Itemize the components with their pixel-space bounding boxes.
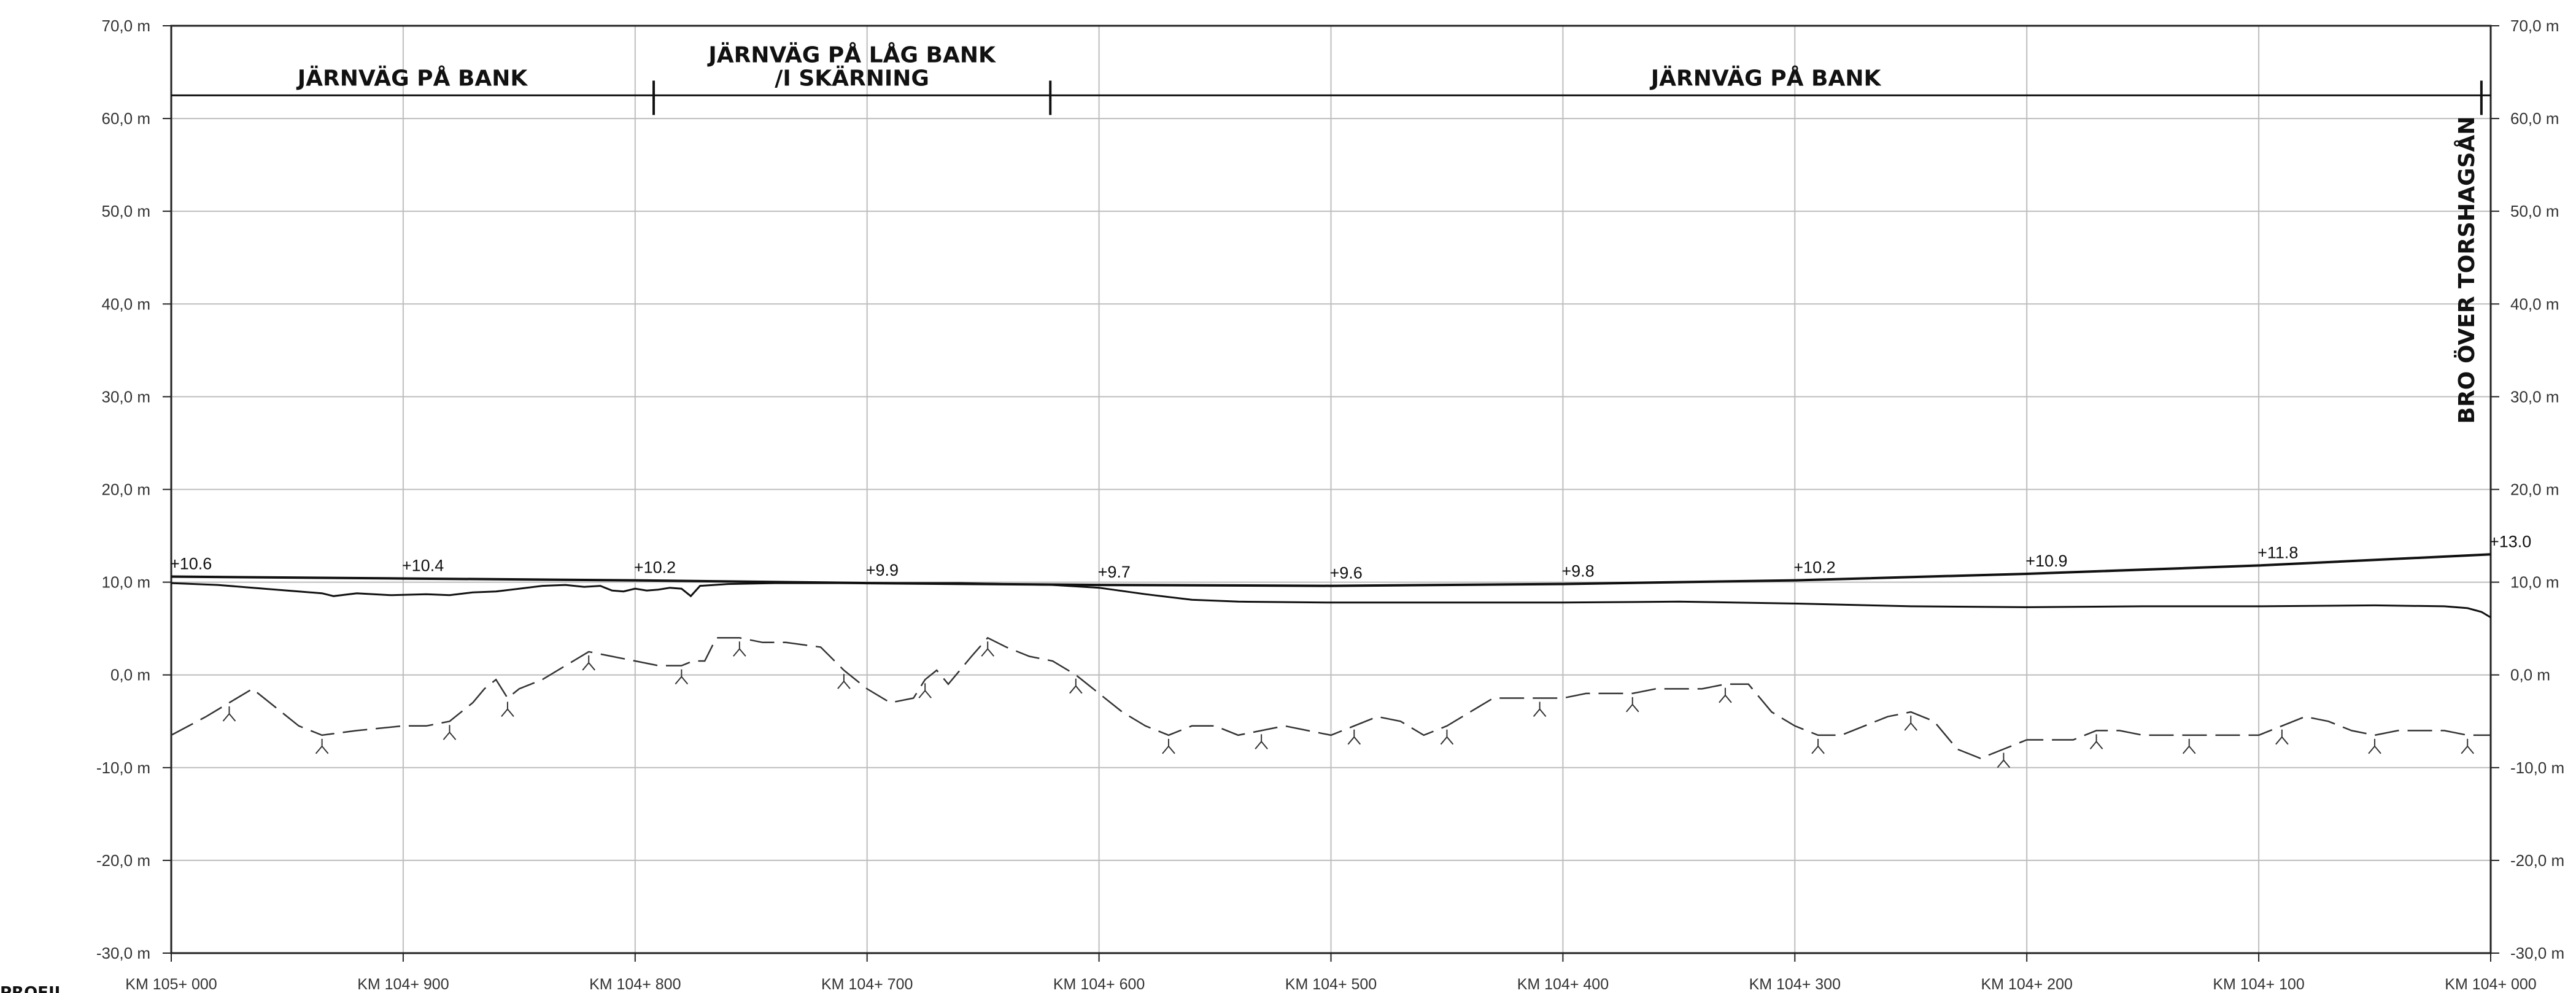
y-label-right: 50,0 m <box>2510 202 2559 220</box>
lower-layer-symbol <box>2461 738 2474 754</box>
y-label-left: 70,0 m <box>102 17 151 35</box>
lower-layer-symbol <box>222 706 236 722</box>
ground-surface-line <box>171 582 2491 619</box>
y-label-left: 30,0 m <box>102 387 151 406</box>
lower-layer <box>171 636 2491 768</box>
x-chainage-label: KM 104+ 000 <box>2445 976 2536 993</box>
track-level-label: +9.7 <box>1098 563 1131 581</box>
lower-layer-symbol <box>1347 729 1361 745</box>
track-level-label: +10.2 <box>634 558 676 577</box>
grid-lines <box>163 25 2499 962</box>
y-label-right: 30,0 m <box>2510 387 2559 406</box>
lower-layer-symbol <box>2182 738 2196 754</box>
x-chainage-label: KM 104+ 400 <box>1517 976 1609 993</box>
track-level-label: +9.8 <box>1561 562 1594 581</box>
lower-layer-symbol <box>443 725 457 740</box>
y-label-right: 0,0 m <box>2510 666 2550 684</box>
y-label-right: 40,0 m <box>2510 295 2559 313</box>
y-label-right: -10,0 m <box>2510 759 2564 777</box>
y-axis-labels-left: 70,0 m 60,0 m 50,0 m 40,0 m 30,0 m 20,0 m 10,0… <box>96 17 150 962</box>
lower-layer-symbol <box>2089 734 2103 750</box>
y-label-right: 10,0 m <box>2510 573 2559 592</box>
x-chainage-label: KM 104+ 700 <box>821 976 913 993</box>
lower-layer-symbol <box>1904 716 1918 731</box>
section-label: JÄRNVÄG PÅ BANK <box>296 65 528 91</box>
lower-layer-symbol <box>837 674 851 689</box>
lower-layer-symbol <box>1440 729 1454 745</box>
y-axis-labels-right: 70,0 m 60,0 m 50,0 m 40,0 m 30,0 m 20,0 m 10,0… <box>2510 17 2564 962</box>
plot-frame <box>170 25 2492 954</box>
track-level-label: +13.0 <box>2489 532 2531 551</box>
lower-layer-symbol <box>1626 697 1639 713</box>
bridge-label: BRO ÖVER TORSHAGSÅN <box>2454 117 2480 424</box>
y-label-left: -10,0 m <box>96 759 150 777</box>
x-chainage-label: KM 104+ 200 <box>1981 976 2072 993</box>
lower-layer-symbol <box>2368 738 2381 754</box>
lower-layer-symbol <box>1719 687 1732 703</box>
track-level-label: +9.9 <box>866 561 899 579</box>
section-label: JÄRNVÄG PÅ BANK <box>1649 65 1882 91</box>
x-chainage-label: KM 104+ 800 <box>589 976 681 993</box>
track-level-label: +9.6 <box>1330 564 1363 582</box>
lower-layer-symbol <box>981 641 994 657</box>
x-chainage-label: KM 104+ 600 <box>1053 976 1145 993</box>
y-label-right: -20,0 m <box>2510 851 2564 870</box>
lower-layer-symbol <box>675 669 689 685</box>
lower-layer-symbol <box>1997 752 2011 768</box>
x-axis-chainage-labels: KM 105+ 000 KM 104+ 900 KM 104+ 800 KM 104+… <box>125 976 2536 993</box>
section-band: JÄRNVÄG PÅ BANK JÄRNVÄG PÅ LÅG BANK/I SKÄ… <box>171 42 2491 115</box>
y-label-left: 60,0 m <box>102 109 151 128</box>
x-chainage-label: KM 104+ 500 <box>1285 976 1377 993</box>
bridge-marker: BRO ÖVER TORSHAGSÅN <box>2454 117 2480 424</box>
track-level-labels: +10.6 +10.4 +10.2 +9.9 +9.7 +9.6 +9.8 +10.2 +10.… <box>170 532 2531 582</box>
y-label-left: 20,0 m <box>102 481 151 499</box>
track-level-label: +10.9 <box>2025 552 2067 570</box>
y-label-left: -20,0 m <box>96 851 150 870</box>
y-label-left: 0,0 m <box>110 666 150 684</box>
section-label: /I SKÄRNING <box>775 65 929 91</box>
lower-layer-symbol <box>1533 701 1547 717</box>
x-chainage-label: KM 104+ 300 <box>1749 976 1841 993</box>
lower-layer-symbol <box>2275 729 2289 745</box>
y-label-left: 10,0 m <box>102 573 151 592</box>
lower-layer-symbol <box>1069 678 1083 694</box>
lower-layer-symbol <box>1255 734 1268 750</box>
y-label-right: 20,0 m <box>2510 481 2559 499</box>
lower-layer-symbol <box>1811 738 1825 754</box>
track-level-label: +10.2 <box>1793 558 1835 577</box>
x-chainage-label: KM 105+ 000 <box>125 976 217 993</box>
y-label-right: -30,0 m <box>2510 944 2564 962</box>
lower-layer-symbol <box>733 641 746 657</box>
y-label-right: 70,0 m <box>2510 17 2559 35</box>
lower-layer-symbol <box>315 738 329 754</box>
track-level-label: +11.8 <box>2257 543 2298 562</box>
track-level-label: +10.4 <box>402 557 444 575</box>
x-chainage-label: KM 104+ 100 <box>2213 976 2304 993</box>
y-label-left: 50,0 m <box>102 202 151 220</box>
lower-layer-line <box>171 636 2491 760</box>
cropped-corner-text: PROFIL <box>0 984 64 993</box>
y-label-right: 60,0 m <box>2510 109 2559 128</box>
lower-layer-symbol <box>918 683 932 698</box>
section-label: JÄRNVÄG PÅ LÅG BANK <box>706 42 996 68</box>
lower-layer-symbol <box>501 701 514 717</box>
y-label-left: 40,0 m <box>102 295 151 313</box>
x-chainage-label: KM 104+ 900 <box>357 976 449 993</box>
lower-layer-symbol <box>582 655 595 671</box>
track-level-label: +10.6 <box>170 555 212 573</box>
track-level-line <box>171 553 2491 587</box>
lower-layer-symbol <box>1162 738 1175 754</box>
y-label-left: -30,0 m <box>96 944 150 962</box>
